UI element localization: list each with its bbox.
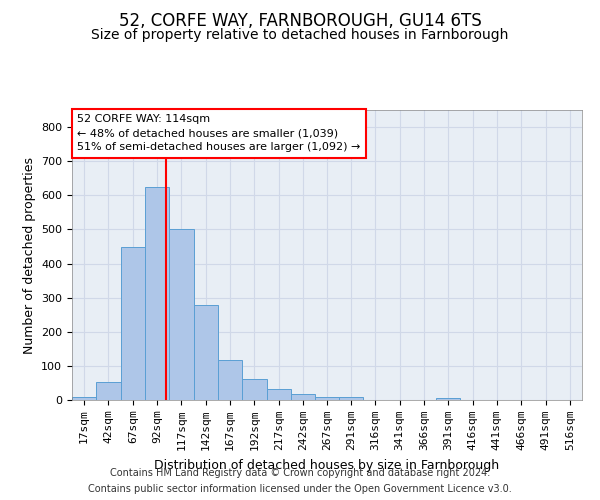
Text: Contains HM Land Registry data © Crown copyright and database right 2024.: Contains HM Land Registry data © Crown c…	[110, 468, 490, 477]
Bar	[194, 305, 218, 400]
Bar	[72, 396, 97, 400]
Bar	[436, 398, 460, 400]
Bar	[145, 187, 169, 400]
Bar	[169, 230, 194, 400]
Bar	[242, 378, 266, 400]
Text: Contains public sector information licensed under the Open Government Licence v3: Contains public sector information licen…	[88, 484, 512, 494]
Bar	[266, 388, 291, 400]
Bar	[218, 360, 242, 400]
Bar	[121, 248, 145, 400]
X-axis label: Distribution of detached houses by size in Farnborough: Distribution of detached houses by size …	[154, 458, 500, 471]
Text: 52, CORFE WAY, FARNBOROUGH, GU14 6TS: 52, CORFE WAY, FARNBOROUGH, GU14 6TS	[119, 12, 481, 30]
Bar	[338, 398, 363, 400]
Bar	[316, 398, 340, 400]
Bar	[97, 382, 121, 400]
Y-axis label: Number of detached properties: Number of detached properties	[23, 156, 35, 354]
Text: 52 CORFE WAY: 114sqm
← 48% of detached houses are smaller (1,039)
51% of semi-de: 52 CORFE WAY: 114sqm ← 48% of detached h…	[77, 114, 361, 152]
Bar	[291, 394, 316, 400]
Text: Size of property relative to detached houses in Farnborough: Size of property relative to detached ho…	[91, 28, 509, 42]
